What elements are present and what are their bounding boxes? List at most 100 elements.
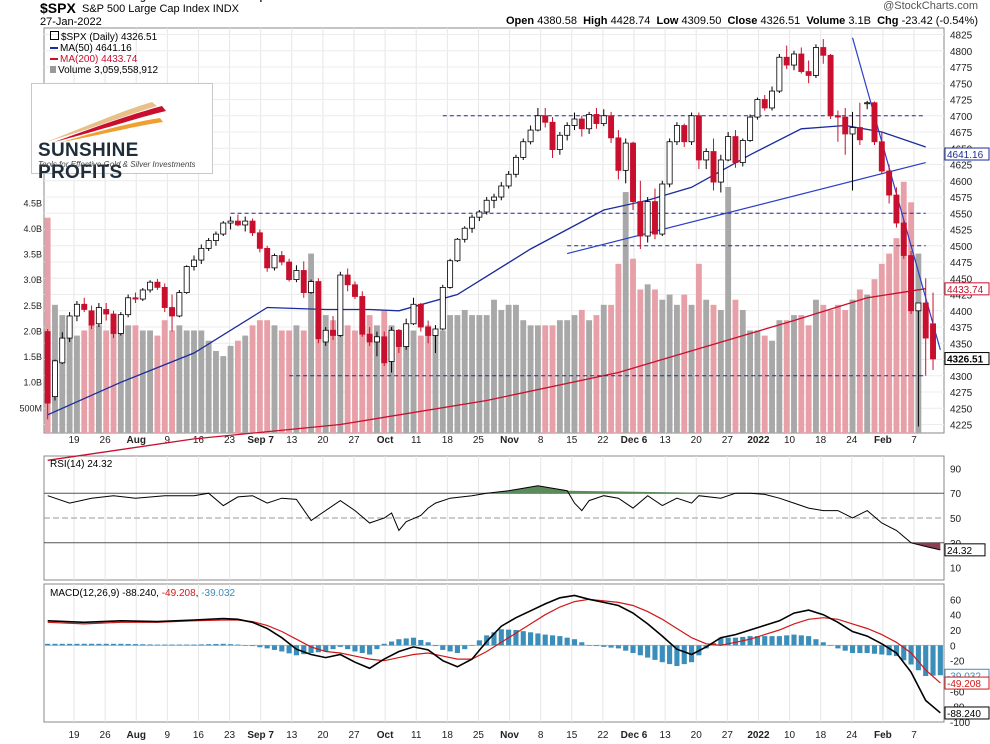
- candle-body: [666, 141, 673, 185]
- x-tick-label-macd: 11: [411, 730, 422, 741]
- price-tick-label: 4725: [950, 96, 973, 107]
- volume-bar: [88, 320, 95, 433]
- x-tick-label-macd: 18: [442, 730, 454, 741]
- candle-body: [256, 232, 263, 249]
- index-name: S&P 500 Large Cap Index INDX: [82, 3, 239, 15]
- candle-body: [439, 286, 446, 330]
- candle-body: [59, 337, 66, 364]
- volume-bar: [234, 340, 241, 433]
- volume-bar: [454, 315, 461, 433]
- volume-bar: [139, 330, 146, 433]
- volume-bar: [183, 330, 190, 433]
- macd-histogram-bar: [410, 637, 417, 646]
- macd-histogram-bar: [228, 644, 234, 646]
- macd-histogram-bar: [908, 645, 914, 665]
- candle-body: [176, 292, 183, 317]
- x-tick-label-rsi: 2022: [747, 0, 770, 3]
- macd-histogram-bar: [45, 643, 51, 646]
- price-legend: $SPX (Daily) 4326.51 MA(50) 4641.16 MA(2…: [50, 31, 158, 76]
- x-tick-label-price: 16: [193, 435, 205, 446]
- volume-bar: [827, 309, 834, 433]
- rsi-tag-box: [944, 543, 986, 557]
- candle-body: [505, 173, 512, 187]
- macd-histogram-bar: [879, 645, 885, 655]
- candle-body: [315, 281, 322, 340]
- volume-bar: [520, 320, 527, 433]
- macd-histogram-bar: [732, 637, 739, 646]
- candle-body: [220, 222, 227, 235]
- candle-body: [512, 156, 519, 175]
- volume-bar: [688, 304, 695, 433]
- macd-histogram-bar: [330, 645, 336, 650]
- volume-bar: [805, 325, 812, 433]
- macd-histogram-bar: [593, 645, 599, 647]
- price-tag: 4326.51: [947, 355, 984, 366]
- candle-body: [754, 99, 761, 118]
- volume-bar: [198, 330, 205, 433]
- candle-body: [395, 329, 402, 347]
- price-tick-label: 4575: [950, 193, 973, 204]
- x-tick-label-price: 2022: [747, 435, 770, 446]
- x-tick-label-rsi: 10: [784, 0, 796, 3]
- macd-histogram-bar: [67, 643, 73, 646]
- macd-histogram-bar: [74, 643, 80, 646]
- candle-body: [425, 326, 432, 336]
- candle-body: [139, 289, 146, 300]
- candle-body: [527, 129, 534, 143]
- volume-bar: [717, 309, 724, 433]
- volume-tick-label: 4.0B: [23, 224, 42, 234]
- candle-body: [703, 151, 710, 161]
- rsi-tick-label: 10: [950, 564, 962, 575]
- macd-histogram-bar: [520, 631, 526, 646]
- volume-bar: [403, 330, 410, 433]
- macd-histogram-bar: [754, 636, 760, 646]
- candle-body: [732, 136, 739, 163]
- x-tick-label-rsi: 11: [411, 0, 422, 3]
- candle-body: [373, 336, 380, 343]
- macd-title: MACD(12,26,9) -88.240, -49.208, -39.032: [50, 588, 236, 599]
- candle-body: [564, 125, 571, 136]
- index-full-name: S&P 500 Large Cap Index: [82, 3, 210, 15]
- x-tick-label-price: 20: [317, 435, 329, 446]
- candle-body: [637, 201, 644, 237]
- candle-body: [344, 274, 351, 286]
- candle-body: [322, 329, 329, 343]
- x-tick-label-macd: 20: [691, 730, 703, 741]
- candle-body: [827, 54, 834, 117]
- volume-bar: [908, 202, 914, 433]
- candle-body: [110, 313, 117, 334]
- candle-body: [81, 303, 88, 310]
- price-tick-label: 4800: [950, 47, 973, 58]
- candle-body: [330, 329, 336, 336]
- x-tick-label-macd: 7: [911, 730, 917, 741]
- candle-body: [600, 115, 607, 124]
- volume-bar: [330, 320, 336, 433]
- candle-body: [747, 116, 754, 141]
- macd-histogram-bar: [769, 636, 775, 646]
- macd-histogram-bar: [513, 630, 519, 646]
- macd-histogram-bar: [718, 637, 724, 646]
- price-tick-label: 4525: [950, 226, 973, 237]
- legend-ma200: MA(200) 4433.74: [50, 54, 158, 65]
- macd-tick-label: 0: [950, 641, 956, 652]
- candle-body: [820, 47, 827, 56]
- volume-bar: [44, 217, 51, 433]
- x-tick-label-macd: 27: [722, 730, 734, 741]
- x-tick-label-macd: Oct: [377, 730, 394, 741]
- volume-bar: [681, 294, 688, 433]
- candle-body: [249, 220, 256, 234]
- legend-ma50: MA(50) 4641.16: [50, 43, 158, 54]
- price-tick-label: 4275: [950, 388, 973, 399]
- macd-histogram-bar: [835, 645, 841, 649]
- macd-line: [47, 594, 941, 714]
- candle-body: [147, 281, 154, 291]
- x-tick-label-macd: Nov: [500, 730, 519, 741]
- volume-bar: [564, 320, 571, 433]
- volume-bar: [608, 304, 614, 433]
- volume-bar: [476, 315, 483, 433]
- volume-bar: [447, 315, 454, 433]
- candle-body: [271, 255, 278, 269]
- macd-histogram-bar: [279, 645, 285, 652]
- volume-bar: [366, 315, 373, 433]
- volume-bar: [352, 330, 358, 433]
